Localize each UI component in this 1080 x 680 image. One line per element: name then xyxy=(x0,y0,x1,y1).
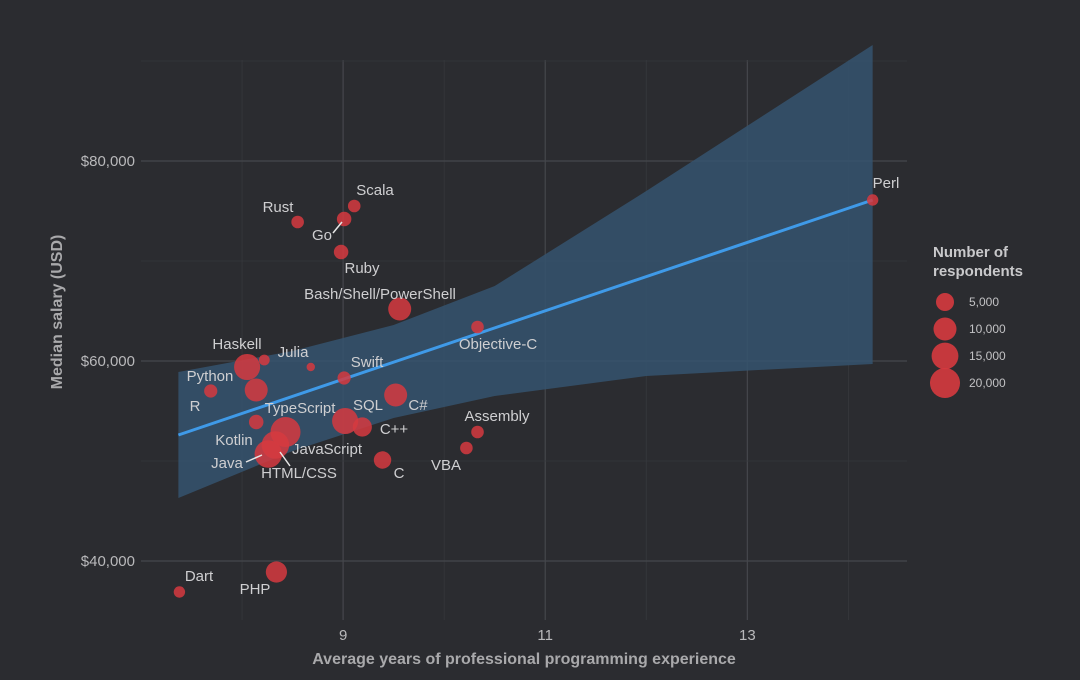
point-label: Python xyxy=(187,368,234,385)
point-bash-shell-powershell xyxy=(388,297,412,321)
legend-size-key xyxy=(933,317,957,341)
point-go xyxy=(336,211,352,227)
point-label: Bash/Shell/PowerShell xyxy=(304,286,456,303)
point-ruby xyxy=(333,244,349,260)
confidence-band xyxy=(178,45,873,498)
point-label: Haskell xyxy=(212,336,261,353)
legend-entry-label: 20,000 xyxy=(969,376,1006,390)
point-label: C xyxy=(394,465,405,482)
point-c- xyxy=(352,417,372,437)
axis-ticks: 9 11 13 $40,000 $60,000 $80,000 xyxy=(81,153,756,644)
point-objective-c xyxy=(471,320,484,334)
point-scala xyxy=(347,199,361,213)
point-label: Go xyxy=(312,227,332,244)
point-kotlin xyxy=(248,414,264,430)
point-python xyxy=(234,353,261,381)
legend: Number of respondents 5,000 10,000 15,000 2… xyxy=(929,244,1023,399)
point-c xyxy=(373,451,392,469)
y-tick-label: $40,000 xyxy=(81,553,135,570)
point-sql xyxy=(332,407,359,435)
point-dart xyxy=(173,586,186,598)
legend-size-key xyxy=(935,292,955,312)
x-tick-label: 9 xyxy=(339,627,347,644)
point-label: VBA xyxy=(431,457,461,474)
point-html-css xyxy=(254,440,283,468)
point-c- xyxy=(384,383,408,407)
point-label: Java xyxy=(211,455,243,472)
confidence-band-group xyxy=(177,45,874,498)
legend-entry-label: 5,000 xyxy=(969,295,999,309)
label-leader-line xyxy=(279,451,291,467)
point-haskell xyxy=(258,354,270,366)
point-assembly xyxy=(471,425,484,439)
point-php xyxy=(265,561,288,583)
point-perl xyxy=(866,194,879,206)
point-label: Dart xyxy=(185,568,214,585)
y-axis-label: Median salary (USD) xyxy=(49,235,66,390)
point-julia xyxy=(306,362,315,372)
points xyxy=(173,194,879,598)
point-label: Kotlin xyxy=(215,432,253,449)
point-rust xyxy=(291,215,304,229)
y-tick-label: $60,000 xyxy=(81,353,135,370)
point-label: Objective-C xyxy=(459,336,538,353)
point-r xyxy=(204,384,218,398)
point-label: C++ xyxy=(380,421,409,438)
point-label: TypeScript xyxy=(265,400,337,417)
x-axis-label: Average years of professional programmin… xyxy=(312,651,736,668)
point-typescript xyxy=(244,378,268,402)
y-tick-label: $80,000 xyxy=(81,153,135,170)
point-label: R xyxy=(190,398,201,415)
legend-entry-label: 10,000 xyxy=(969,322,1006,336)
point-labels: Perl Scala Rust Go Ruby Bash/Shell/PowerShell… xyxy=(185,175,900,598)
label-leader-line xyxy=(245,454,263,463)
point-label: C# xyxy=(408,397,428,414)
point-label: Rust xyxy=(263,199,295,216)
point-swift xyxy=(337,371,351,385)
point-label: Swift xyxy=(351,354,384,371)
point-label: SQL xyxy=(353,397,383,414)
legend-size-key xyxy=(931,342,959,370)
regression-line xyxy=(177,198,874,437)
legend-title-line2: respondents xyxy=(933,263,1023,280)
point-label: Julia xyxy=(278,344,310,361)
point-vba xyxy=(460,441,473,455)
point-label: Ruby xyxy=(344,260,380,277)
legend-title-line1: Number of xyxy=(933,244,1009,261)
legend-size-key xyxy=(929,367,961,399)
point-label: JavaScript xyxy=(292,441,363,458)
point-label: Assembly xyxy=(464,408,530,425)
x-tick-label: 13 xyxy=(739,627,756,644)
point-label: Scala xyxy=(356,182,394,199)
legend-entry-label: 15,000 xyxy=(969,349,1006,363)
label-leader-line xyxy=(332,221,343,234)
point-label: HTML/CSS xyxy=(261,465,337,482)
point-label: Perl xyxy=(873,175,900,192)
x-tick-label: 11 xyxy=(537,627,553,644)
point-label: PHP xyxy=(240,581,271,598)
